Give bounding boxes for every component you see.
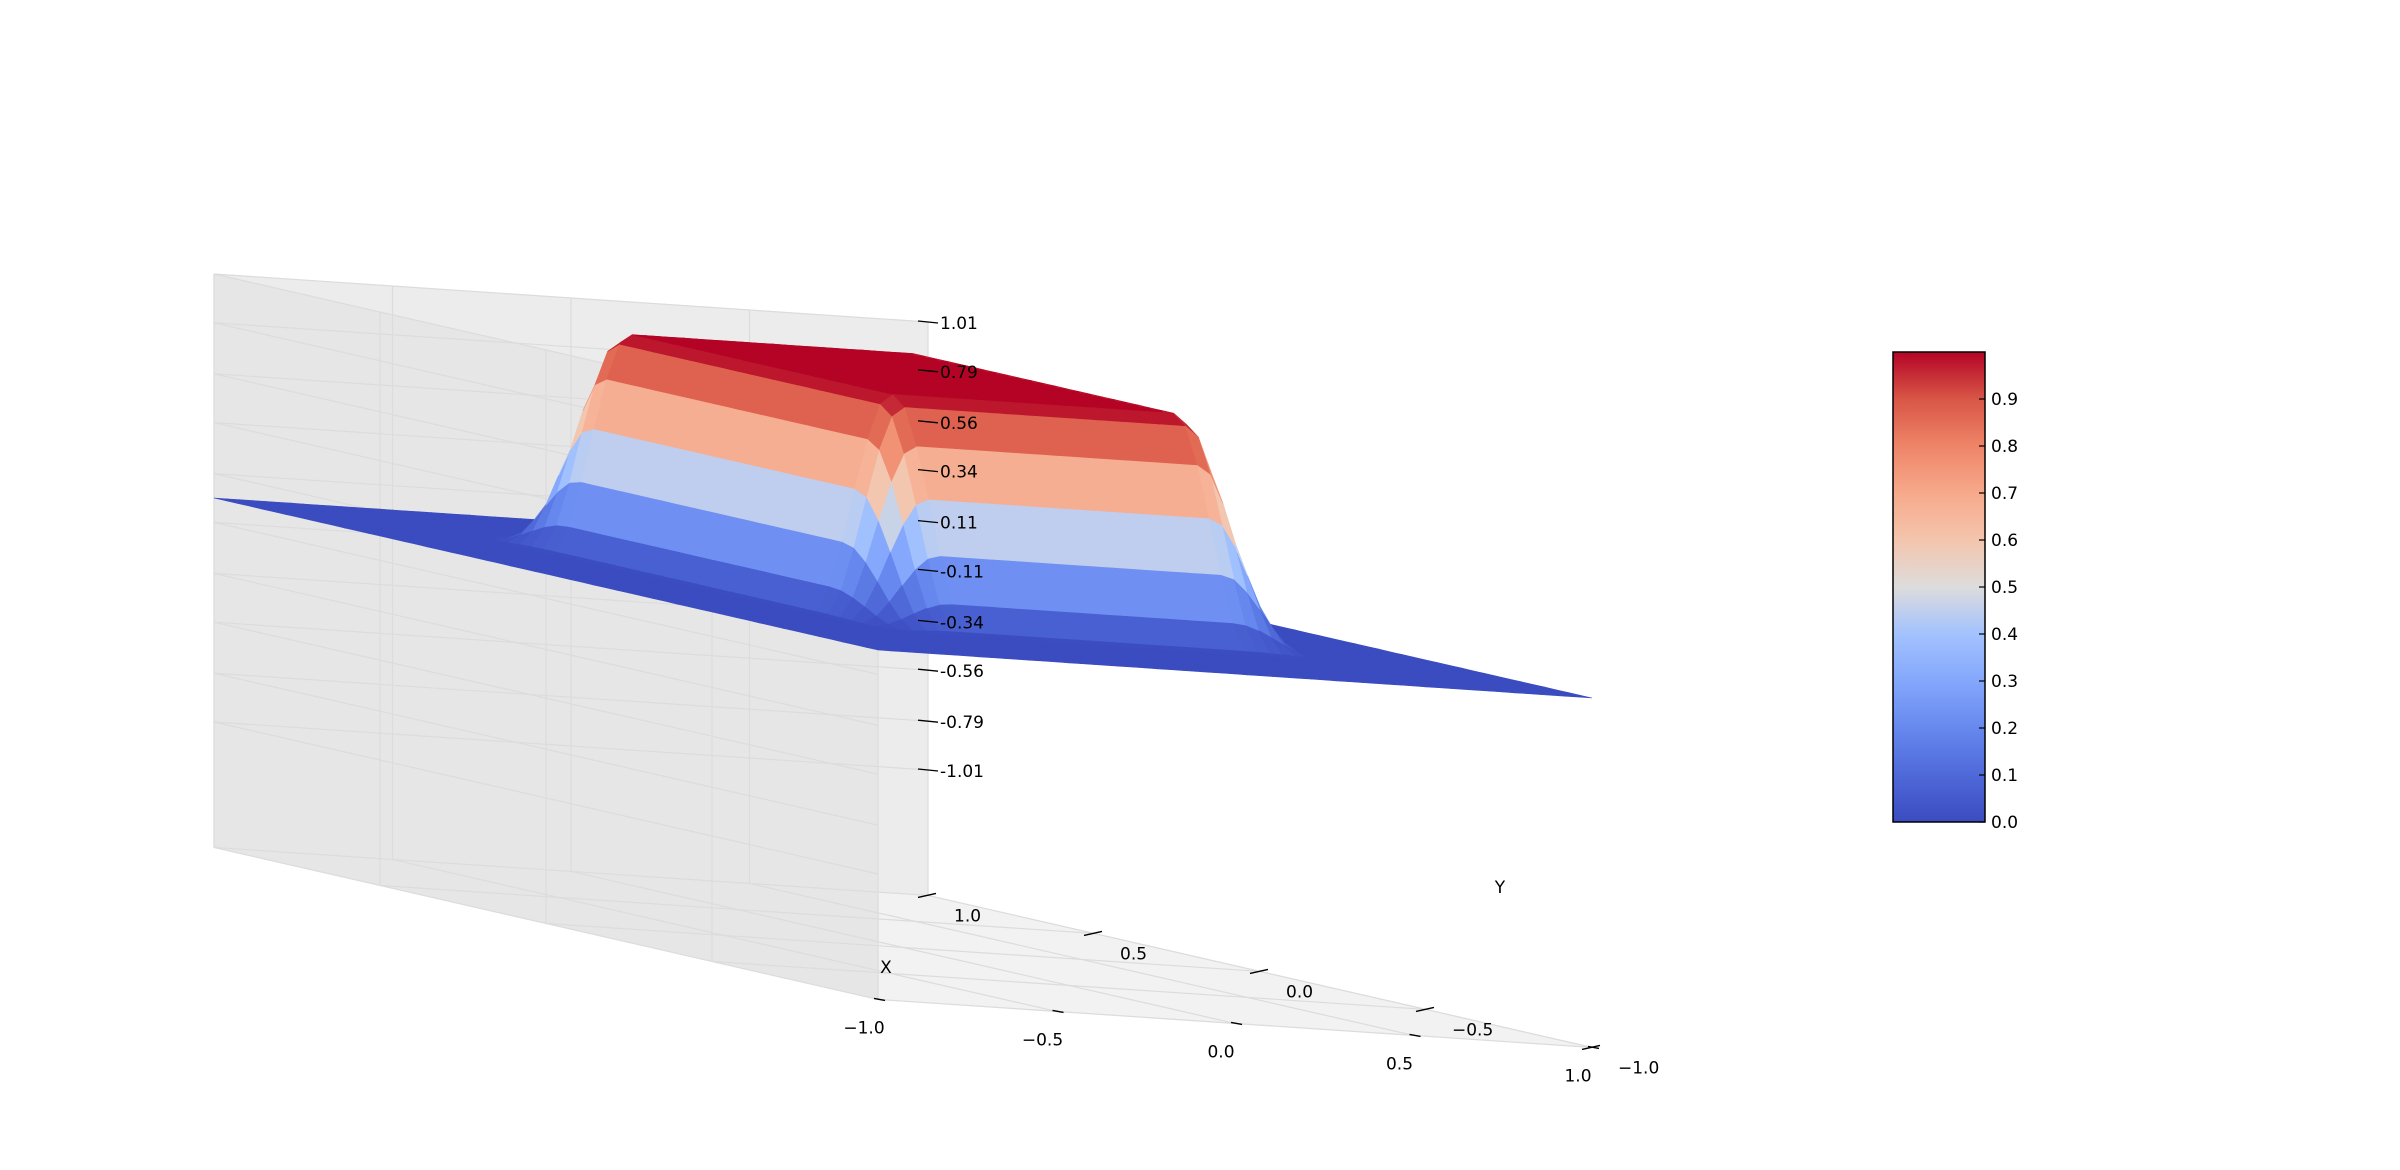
y-tick-label: 0.5: [1120, 944, 1147, 964]
grid-line: [213, 621, 879, 775]
z-tick: [917, 519, 939, 524]
z-tick: [917, 668, 939, 672]
z-tick: [917, 619, 939, 624]
x-tick-label: 0.0: [1207, 1042, 1234, 1062]
z-tick: [917, 768, 939, 772]
colorbar-tick-label: 0.3: [1991, 672, 2018, 692]
y-tick-label: 1.0: [954, 906, 981, 926]
y-tick: [1415, 1006, 1435, 1013]
y-axis-title: Y: [1494, 878, 1506, 898]
surface-face: [1184, 425, 1211, 475]
z-tick-label: -0.79: [940, 713, 984, 733]
colorbar-tick-label: 0.2: [1991, 719, 2018, 739]
x-tick: [1052, 1009, 1064, 1014]
grid-line: [749, 882, 1414, 1037]
z-tick-label: 1.01: [940, 314, 978, 334]
z-tick-label: 0.11: [940, 514, 978, 534]
colorbar-tick-label: 0.8: [1991, 437, 2018, 457]
z-tick: [917, 568, 939, 573]
y-tick-label: −0.5: [1452, 1020, 1493, 1040]
colorbar-tick-label: 0.6: [1991, 531, 2018, 551]
colorbar-tick-label: 0.5: [1991, 578, 2018, 598]
x-tick: [1409, 1033, 1421, 1038]
y-tick-label: 0.0: [1286, 982, 1313, 1002]
z-tick-label: -0.34: [940, 613, 984, 633]
z-tick-label: 0.79: [940, 363, 978, 383]
x-tick-label: 1.0: [1564, 1066, 1591, 1086]
x-tick: [1230, 1021, 1243, 1026]
z-tick: [917, 320, 939, 324]
z-tick-label: -0.11: [940, 562, 984, 582]
colorbar-ticks: 0.0 0.1 0.2 0.3 0.4 0.5 0.6 0.7 0.8 0.9: [1979, 390, 2018, 833]
z-tick-label: 0.34: [940, 463, 978, 483]
grid-line: [213, 672, 879, 826]
grid-line: [213, 572, 879, 726]
z-tick: [917, 468, 939, 473]
z-tick: [917, 420, 939, 424]
grid-line: [213, 273, 929, 323]
x-tick: [873, 997, 886, 1002]
axes-ticks: −1.0 −0.5 0.0 0.5 1.0 −1.0 −0.5 0.0 0.5 1.0 -1.01 -…: [843, 314, 1659, 1086]
grid-line: [545, 922, 1261, 973]
y-tick: [1581, 1044, 1601, 1051]
y-tick: [1249, 968, 1269, 975]
z-tick-label: 0.56: [940, 414, 978, 434]
colorbar-tick-label: 0.1: [1991, 766, 2018, 786]
colorbar-gradient: [1892, 351, 1986, 823]
y-tick: [1083, 930, 1103, 937]
grid-line: [379, 884, 1095, 935]
x-tick-label: −1.0: [843, 1018, 884, 1038]
colorbar: 0.0 0.1 0.2 0.3 0.4 0.5 0.6 0.7 0.8 0.9: [1892, 351, 2018, 833]
surface-face: [1567, 694, 1593, 699]
z-tick-label: -0.56: [940, 662, 984, 682]
colorbar-tick-label: 0.7: [1991, 484, 2018, 504]
surface-mesh: [213, 334, 1593, 699]
colorbar-tick-label: 0.4: [1991, 625, 2018, 645]
grid-line: [213, 621, 929, 671]
colorbar-tick-label: 0.0: [1991, 813, 2018, 833]
grid-line: [213, 521, 879, 675]
z-tick: [917, 719, 939, 723]
x-axis-title: X: [880, 958, 892, 978]
x-tick-label: −0.5: [1022, 1030, 1063, 1050]
grid-line: [213, 672, 929, 722]
grid-line: [213, 721, 929, 771]
z-tick-label: -1.01: [940, 762, 984, 782]
grid-line: [213, 721, 879, 875]
grid-line: [213, 846, 929, 897]
z-tick: [917, 369, 939, 373]
colorbar-tick-label: 0.9: [1991, 390, 2018, 410]
x-tick-label: 0.5: [1386, 1054, 1413, 1074]
y-tick-label: −1.0: [1618, 1058, 1659, 1078]
y-tick: [917, 892, 937, 899]
